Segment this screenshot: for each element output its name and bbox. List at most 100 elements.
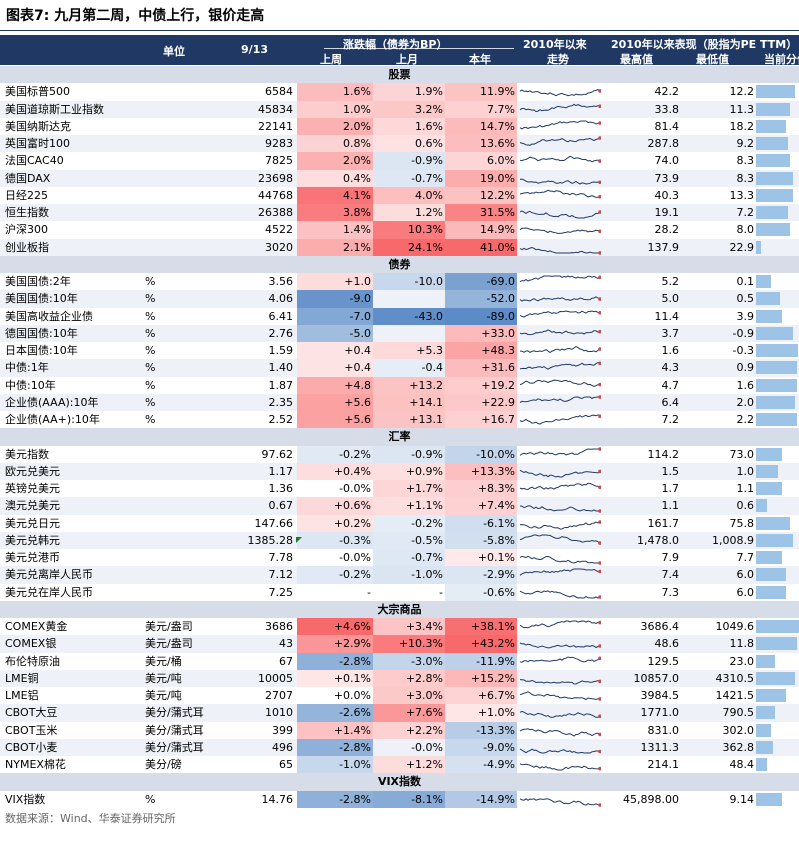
table-row: 美元兑港币 7.78 -0.0% -0.7% +0.1% 7.9 7.7 (0, 549, 799, 567)
row-low: 7.7 (736, 551, 755, 564)
row-value: 1.59 (268, 344, 294, 357)
sparkline-current-dot (598, 446, 601, 451)
sparkline-path (519, 447, 600, 456)
row-name: 中债:10年 (5, 378, 56, 392)
row-low: 1,008.9 (712, 533, 754, 547)
percentile-bar-fill (756, 654, 775, 668)
trend-sparkline (519, 670, 601, 687)
row-low: 8.0 (736, 223, 755, 237)
percentile-bar-fill (756, 413, 797, 426)
row-ytd-change: -10.0% (445, 445, 517, 463)
row-month-change: -3.0% (373, 652, 445, 670)
table-row: 美元兑日元 147.66 +0.2% -0.2% -6.1% 161.7 75.8 (0, 514, 799, 532)
sparkline-current-dot (598, 229, 601, 234)
section-header: 股票 (0, 66, 799, 84)
sparkline-current-dot (598, 766, 601, 771)
row-low: -0.9 (732, 326, 754, 340)
percentile-bar-fill (756, 361, 797, 375)
sparkline-path (519, 346, 601, 354)
row-high: 42.2 (654, 85, 680, 99)
row-week-change: 2.1% (297, 238, 373, 256)
row-name: 美元兑韩元 (5, 533, 60, 547)
row-week-change: 1.6% (297, 83, 373, 101)
sparkline-path (519, 296, 601, 302)
sparkline-path (519, 227, 601, 235)
row-unit (145, 532, 225, 549)
row-low: 22.9 (729, 240, 755, 254)
row-unit (145, 101, 225, 118)
table-row: 美国国债:10年% 4.06 -9.0 -52.0 5.0 0.5 (0, 290, 799, 308)
percentile-bar (756, 359, 799, 376)
percentile-bar-fill (756, 309, 782, 323)
percentile-bar-fill (756, 137, 788, 150)
row-high: 48.6 (654, 637, 680, 651)
market-table: 股票 美国标普500 6584 1.6% 1.9% 11.9% 42.2 12.2 美国道琼斯工… (0, 66, 799, 808)
row-high: 831.0 (647, 723, 680, 737)
trend-sparkline (519, 273, 601, 290)
row-ytd-change: -0.6% (445, 583, 517, 601)
table-row: COMEX黄金 美元/盎司 3686 +4.6% +3.4% +38.1% 3686.4 10… (0, 618, 799, 636)
row-value: 6.41 (268, 309, 294, 323)
sparkline-current-dot (598, 656, 601, 660)
percentile-bar (756, 497, 799, 514)
row-unit (145, 480, 225, 497)
sparkline-current-dot (598, 103, 601, 108)
row-ytd-change: -5.8% (445, 531, 517, 549)
row-low: 1.1 (736, 482, 755, 495)
row-unit: % (145, 275, 156, 288)
section-header: 汇率 (0, 428, 799, 446)
percentile-bar-fill (756, 499, 767, 513)
percentile-bar-fill (756, 585, 786, 599)
sparkline-current-dot (598, 250, 601, 255)
row-value: 1.87 (268, 378, 294, 392)
percentile-bar (756, 584, 799, 601)
row-low: 11.8 (729, 637, 755, 651)
table-row: 布伦特原油 美元/桶 67 -2.8% -3.0% -11.9% 129.5 23.0 (0, 652, 799, 670)
row-name: CBOT小麦 (5, 740, 58, 754)
row-unit: % (145, 792, 156, 806)
percentile-bar-fill (756, 723, 771, 737)
row-high: 161.7 (647, 516, 680, 530)
row-name: 日本国债:10年 (5, 344, 78, 357)
sparkline-current-dot (598, 347, 601, 351)
percentile-bar-fill (756, 223, 790, 237)
row-low: 23.0 (729, 654, 755, 668)
row-ytd-change: +13.3% (445, 462, 517, 480)
table-row: CBOT小麦 美分/蒲式耳 496 -2.8% -0.0% -9.0% 1311.3 362.… (0, 738, 799, 756)
row-name: 美元兑在岸人民币 (5, 585, 93, 599)
table-row: 日经225 44768 4.1% 4.0% 12.2% 40.3 13.3 (0, 186, 799, 204)
sparkline-current-dot (598, 594, 601, 599)
row-name: CBOT大豆 (5, 706, 58, 720)
row-high: 1.6 (661, 344, 680, 357)
sparkline-current-dot (598, 89, 601, 93)
row-unit (145, 83, 225, 100)
trend-sparkline (519, 739, 601, 756)
percentile-bar (756, 756, 799, 773)
row-month-change: +13.2 (373, 376, 445, 394)
percentile-bar (756, 308, 799, 325)
row-unit: 美元/桶 (145, 654, 182, 668)
trend-sparkline (519, 204, 601, 221)
row-month-change: +2.8% (373, 669, 445, 687)
row-high: 114.2 (647, 447, 680, 461)
row-week-change: -2.6% (297, 704, 373, 722)
row-month-change: +5.3 (373, 342, 445, 360)
row-month-change: -0.9% (373, 445, 445, 463)
trend-sparkline (519, 187, 601, 204)
percentile-bar-fill (756, 740, 773, 754)
percentile-bar-fill (756, 378, 797, 392)
percentile-bar-fill (756, 171, 793, 185)
percentile-bar (756, 290, 799, 307)
trend-sparkline (519, 342, 601, 359)
row-name: 美元指数 (5, 447, 49, 461)
percentile-bar (756, 446, 799, 463)
trend-sparkline (519, 756, 601, 773)
row-ytd-change: 14.9% (445, 221, 517, 239)
table-row: 美国道琼斯工业指数 45834 1.0% 3.2% 7.7% 33.8 11.3 (0, 100, 799, 118)
sparkline-path (519, 155, 601, 163)
row-high: 73.9 (654, 171, 680, 185)
row-value: 1.40 (268, 361, 294, 375)
sparkline-path (519, 482, 601, 490)
row-name: 美国国债:2年 (5, 275, 71, 288)
row-ytd-change: -52.0 (445, 290, 517, 308)
